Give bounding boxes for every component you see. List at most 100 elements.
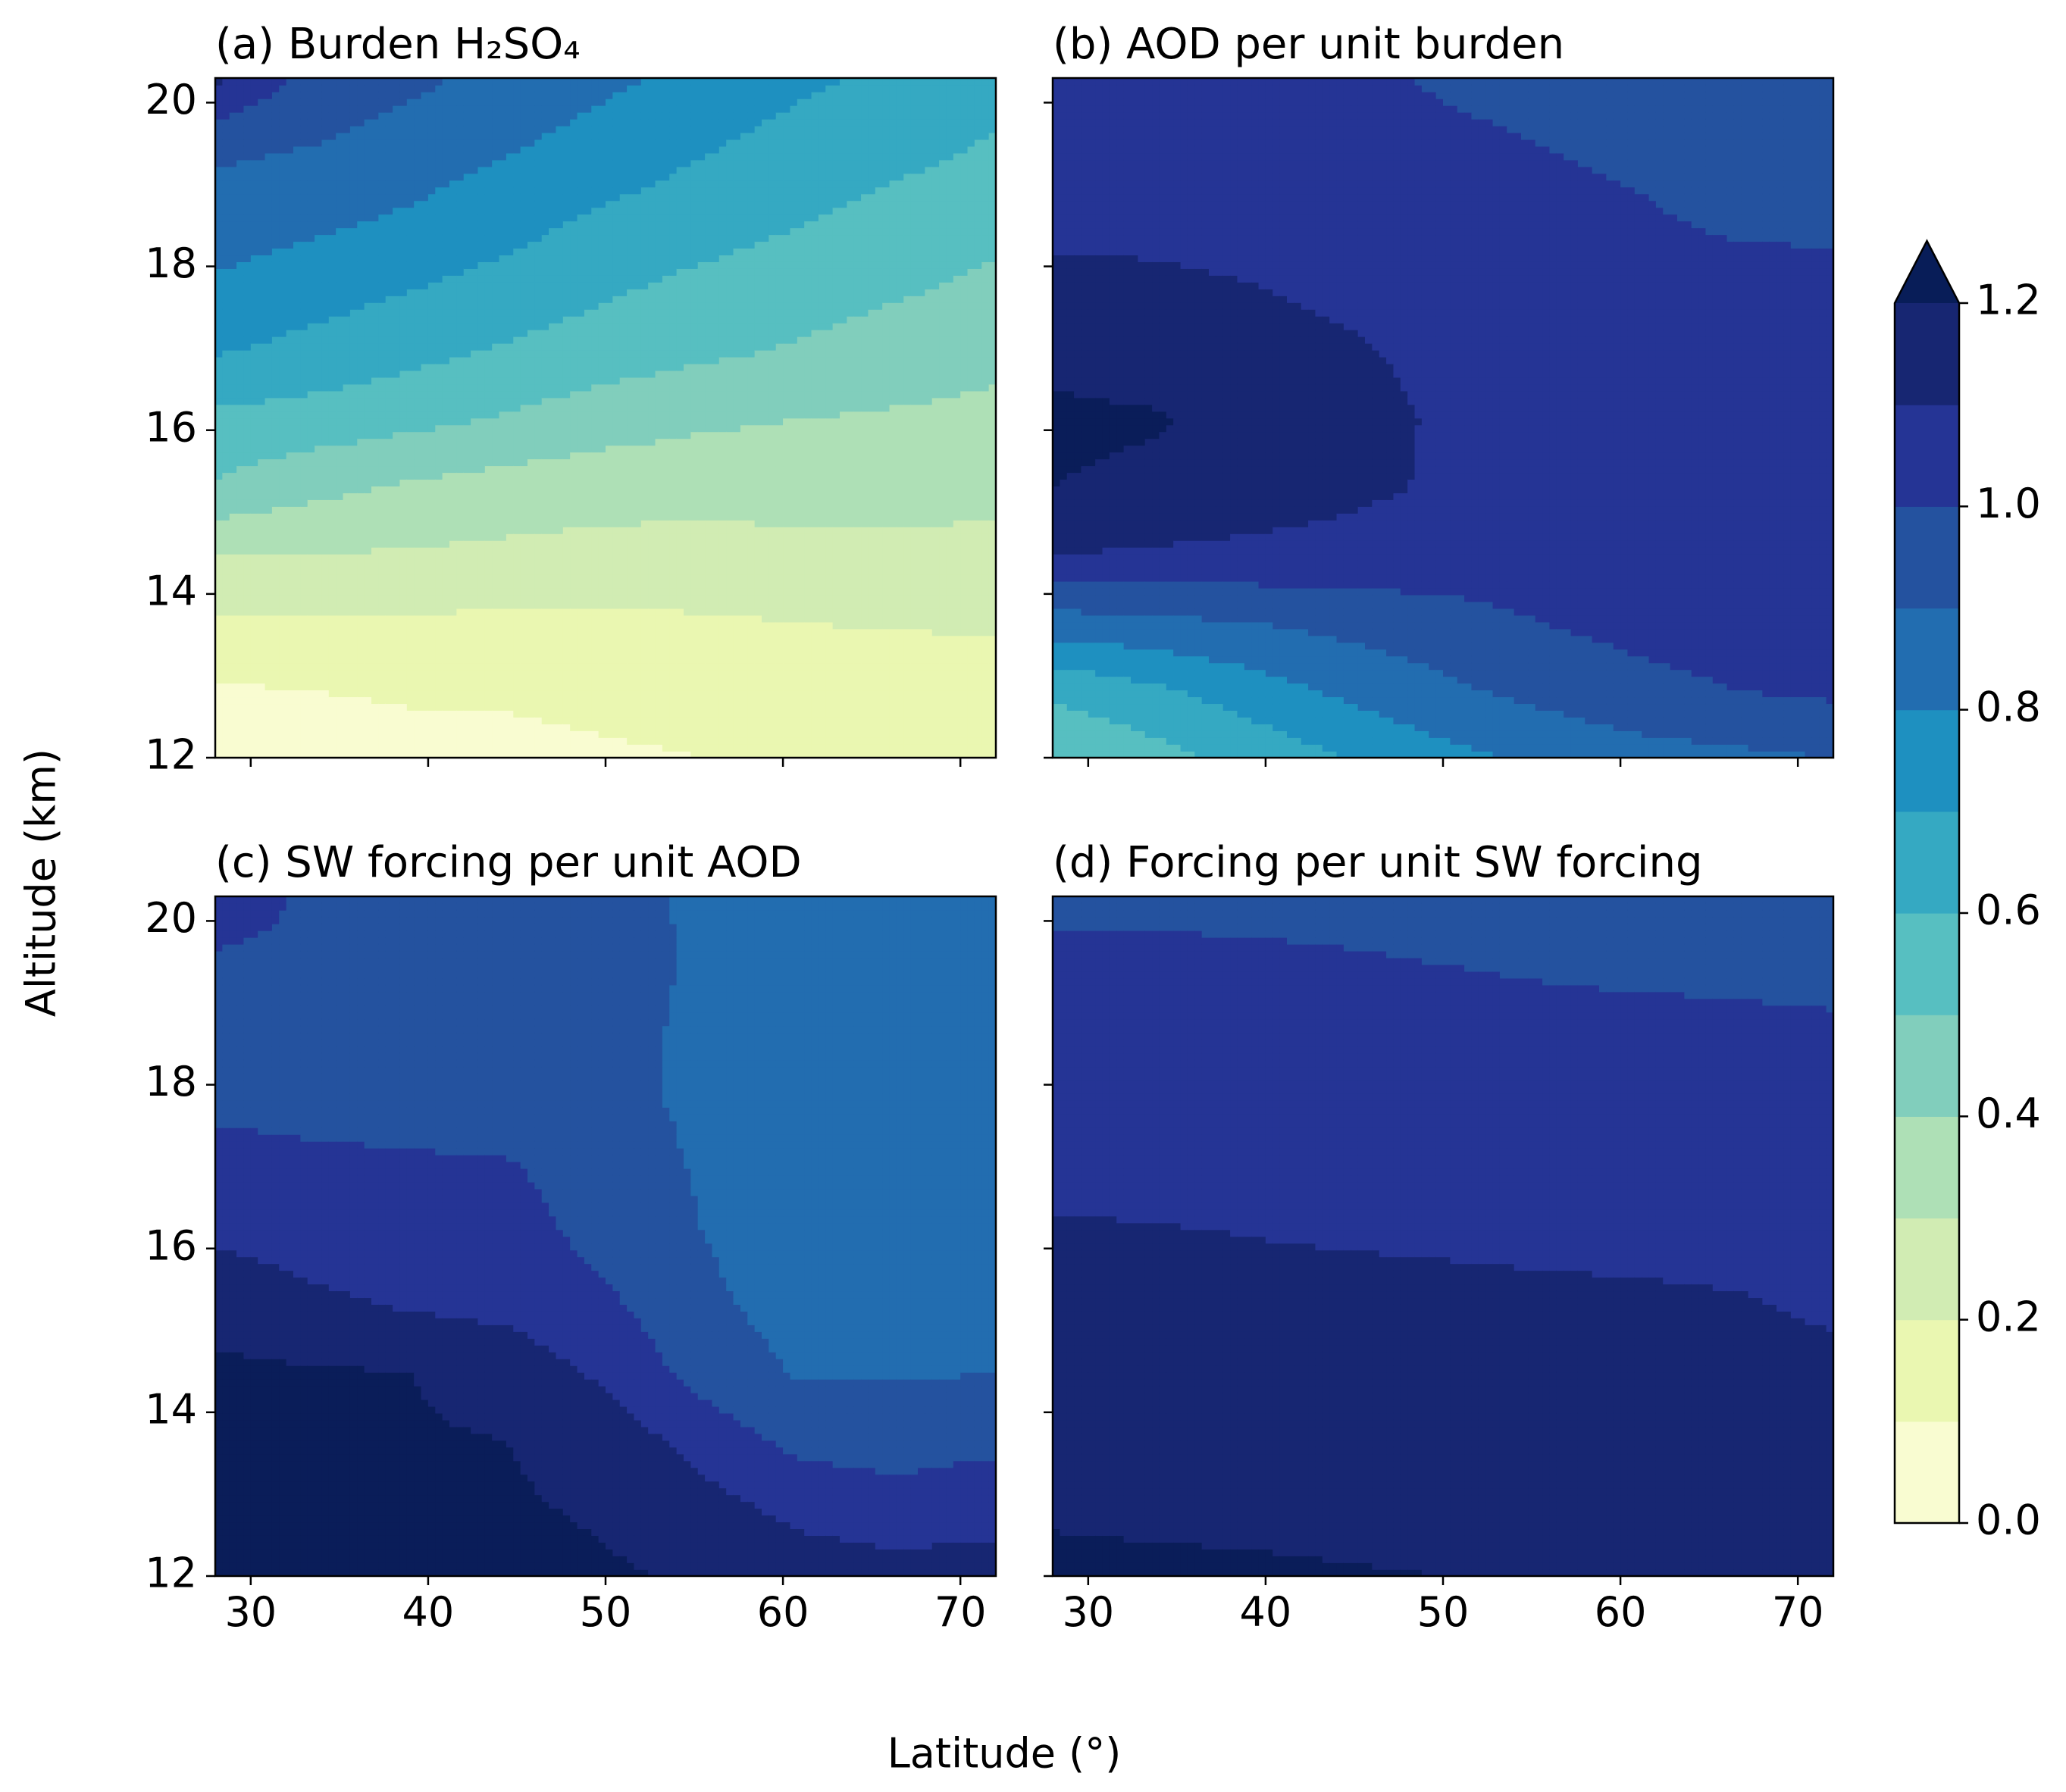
- contour-cell: [527, 513, 536, 521]
- contour-cell: [293, 601, 302, 609]
- contour-cell: [435, 349, 443, 358]
- contour-cell: [541, 78, 549, 86]
- contour-cell: [562, 452, 571, 460]
- contour-cell: [357, 452, 365, 460]
- contour-cell: [406, 329, 415, 337]
- contour-cell: [336, 635, 344, 643]
- contour-cell: [406, 628, 415, 636]
- contour-cell: [236, 98, 245, 106]
- contour-cell: [492, 560, 500, 568]
- contour-cell: [442, 180, 450, 188]
- contour-cell: [449, 676, 458, 684]
- contour-cell: [229, 655, 237, 664]
- contour-cell: [562, 289, 571, 296]
- contour-cell: [279, 404, 287, 412]
- contour-cell: [527, 662, 536, 671]
- contour-cell: [321, 275, 330, 283]
- contour-cell: [385, 207, 393, 215]
- contour-cell: [406, 363, 415, 371]
- contour-cell: [562, 275, 571, 283]
- contour-cell: [484, 105, 493, 113]
- contour-cell: [549, 370, 557, 378]
- contour-cell: [385, 527, 393, 534]
- contour-cell: [463, 248, 471, 256]
- contour-cell: [293, 132, 302, 140]
- contour-cell: [449, 418, 458, 426]
- contour-cell: [541, 98, 549, 106]
- contour-cell: [541, 594, 549, 602]
- contour-cell: [506, 145, 515, 154]
- contour-cell: [484, 234, 493, 242]
- contour-cell: [315, 370, 323, 378]
- contour-cell: [549, 397, 557, 405]
- contour-cell: [520, 445, 528, 453]
- contour-cell: [271, 152, 280, 161]
- contour-cell: [315, 655, 323, 664]
- contour-cell: [492, 342, 500, 351]
- contour-cell: [513, 261, 521, 269]
- contour-cell: [414, 383, 422, 392]
- contour-cell: [527, 139, 536, 147]
- contour-cell: [456, 98, 465, 106]
- contour-cell: [506, 214, 515, 222]
- contour-cell: [315, 111, 323, 120]
- contour-cell: [315, 546, 323, 555]
- contour-cell: [328, 744, 337, 752]
- contour-cell: [243, 404, 252, 412]
- contour-cell: [307, 193, 315, 202]
- contour-cell: [541, 145, 549, 154]
- contour-cell: [549, 125, 557, 133]
- contour-cell: [406, 553, 415, 561]
- contour-cell: [506, 553, 515, 561]
- contour-cell: [549, 302, 557, 310]
- contour-cell: [385, 302, 393, 310]
- contour-cell: [271, 418, 280, 426]
- contour-cell: [534, 78, 543, 86]
- contour-cell: [328, 241, 337, 249]
- contour-cell: [406, 418, 415, 426]
- contour-cell: [406, 377, 415, 385]
- contour-cell: [471, 567, 479, 575]
- contour-cell: [499, 594, 507, 602]
- contour-cell: [427, 635, 437, 643]
- contour-cell: [236, 152, 245, 161]
- contour-cell: [250, 227, 258, 236]
- contour-cell: [349, 193, 358, 202]
- contour-cell: [520, 452, 528, 460]
- contour-cell: [421, 649, 429, 657]
- contour-cell: [222, 241, 230, 249]
- contour-cell: [556, 268, 564, 276]
- contour-cell: [549, 546, 557, 555]
- contour-cell: [265, 349, 273, 358]
- contour-cell: [492, 241, 500, 249]
- contour-cell: [229, 479, 237, 486]
- contour-cell: [293, 615, 302, 623]
- contour-cell: [484, 438, 493, 446]
- contour-cell: [506, 499, 515, 507]
- contour-cell: [399, 567, 408, 575]
- contour-cell: [229, 580, 237, 589]
- contour-cell: [279, 91, 287, 99]
- contour-cell: [562, 152, 571, 161]
- contour-cell: [492, 546, 500, 555]
- contour-cell: [364, 655, 372, 664]
- contour-cell: [364, 261, 372, 269]
- contour-cell: [406, 302, 415, 310]
- contour-cell: [484, 404, 493, 412]
- contour-cell: [406, 737, 415, 745]
- contour-cell: [300, 241, 308, 249]
- contour-cell: [371, 132, 380, 140]
- contour-cell: [343, 356, 351, 364]
- contour-cell: [328, 173, 337, 181]
- contour-cell: [307, 655, 315, 664]
- contour-cell: [321, 479, 330, 486]
- contour-cell: [343, 574, 351, 582]
- contour-cell: [343, 241, 351, 249]
- contour-cell: [315, 567, 323, 575]
- contour-cell: [371, 539, 380, 548]
- contour-cell: [513, 472, 521, 480]
- contour-cell: [336, 676, 344, 684]
- contour-cell: [414, 261, 422, 269]
- contour-cell: [279, 560, 287, 568]
- contour-cell: [556, 390, 564, 399]
